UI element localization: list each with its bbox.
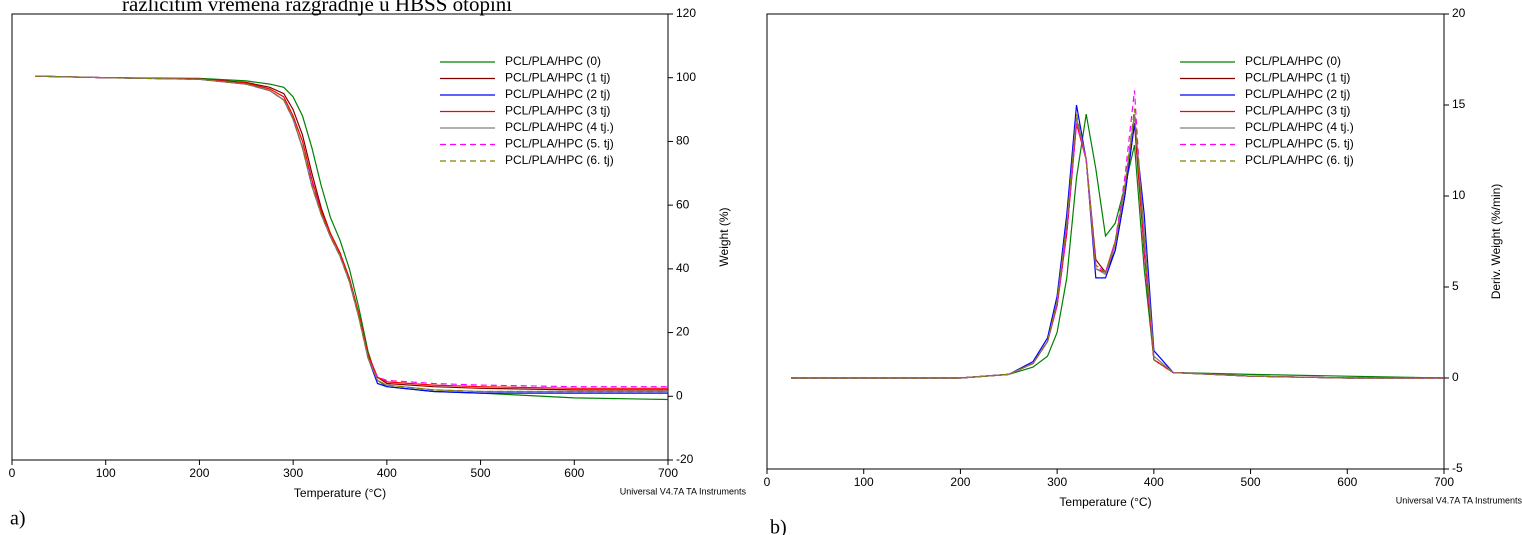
series-line (35, 75, 668, 389)
legend-label: PCL/PLA/HPC (2 tj) (505, 87, 610, 101)
plot-frame (11, 13, 669, 461)
legend-label: PCL/PLA/HPC (6. tj) (1245, 153, 1354, 167)
legend-label: PCL/PLA/HPC (5. tj) (505, 137, 614, 151)
x-tick-label: 0 (9, 466, 16, 480)
x-tick-label: 300 (1047, 475, 1067, 489)
y-tick-label: -20 (676, 452, 694, 466)
x-tick-label: 200 (189, 466, 209, 480)
x-tick-label: 700 (1434, 475, 1454, 489)
y-tick-label: 120 (676, 6, 696, 20)
plot-frame (766, 13, 1445, 470)
series-line (791, 114, 1444, 379)
legend-label: PCL/PLA/HPC (1 tj) (505, 71, 610, 85)
legend-label: PCL/PLA/HPC (3 tj) (1245, 104, 1350, 118)
y-tick-label: 40 (676, 261, 690, 275)
x-tick-label: 400 (1144, 475, 1164, 489)
footer: Universal V4.7A TA Instruments (1396, 495, 1522, 505)
legend-label: PCL/PLA/HPC (0) (1245, 54, 1341, 68)
x-tick-label: 0 (764, 475, 771, 489)
y-tick-label: 20 (676, 325, 690, 339)
x-tick-label: 400 (377, 466, 397, 480)
y-tick-label: 80 (676, 134, 690, 148)
caption: različitim vremena razgradnje u HBSS oto… (122, 0, 512, 16)
series-line (791, 108, 1444, 379)
x-tick-label: 100 (96, 466, 116, 480)
legend-label: PCL/PLA/HPC (4 tj.) (505, 120, 614, 134)
x-tick-label: 500 (1241, 475, 1261, 489)
y-tick-label: 0 (676, 388, 683, 402)
x-tick-label: 500 (471, 466, 491, 480)
legend-label: PCL/PLA/HPC (4 tj.) (1245, 120, 1354, 134)
series-line (35, 75, 668, 393)
y-tick-label: -5 (1452, 461, 1463, 475)
y-tick-label: 5 (1452, 279, 1459, 293)
x-tick-label: 200 (950, 475, 970, 489)
legend-label: PCL/PLA/HPC (6. tj) (505, 153, 614, 167)
x-axis-label: Temperature (°C) (294, 486, 386, 500)
footer: Universal V4.7A TA Instruments (620, 486, 747, 496)
y-tick-label: 20 (1452, 6, 1466, 20)
panel-label: a) (10, 508, 26, 530)
y-axis-label: Weight (%) (717, 207, 731, 266)
x-tick-label: 100 (854, 475, 874, 489)
y-tick-label: 0 (1452, 370, 1459, 384)
legend-label: PCL/PLA/HPC (1 tj) (1245, 71, 1350, 85)
x-tick-label: 600 (1337, 475, 1357, 489)
x-tick-label: 600 (564, 466, 584, 480)
x-axis-label: Temperature (°C) (1059, 495, 1151, 509)
y-tick-label: 100 (676, 70, 696, 84)
legend-label: PCL/PLA/HPC (0) (505, 54, 601, 68)
y-tick-label: 10 (1452, 188, 1466, 202)
legend-label: PCL/PLA/HPC (5. tj) (1245, 137, 1354, 151)
x-tick-label: 700 (658, 466, 678, 480)
legend-label: PCL/PLA/HPC (2 tj) (1245, 87, 1350, 101)
y-tick-label: 60 (676, 197, 690, 211)
y-tick-label: 15 (1452, 97, 1466, 111)
legend-label: PCL/PLA/HPC (3 tj) (505, 104, 610, 118)
x-tick-label: 300 (283, 466, 303, 480)
y-axis-label: Deriv. Weight (%/min) (1489, 184, 1503, 300)
panel-label: b) (770, 517, 787, 535)
